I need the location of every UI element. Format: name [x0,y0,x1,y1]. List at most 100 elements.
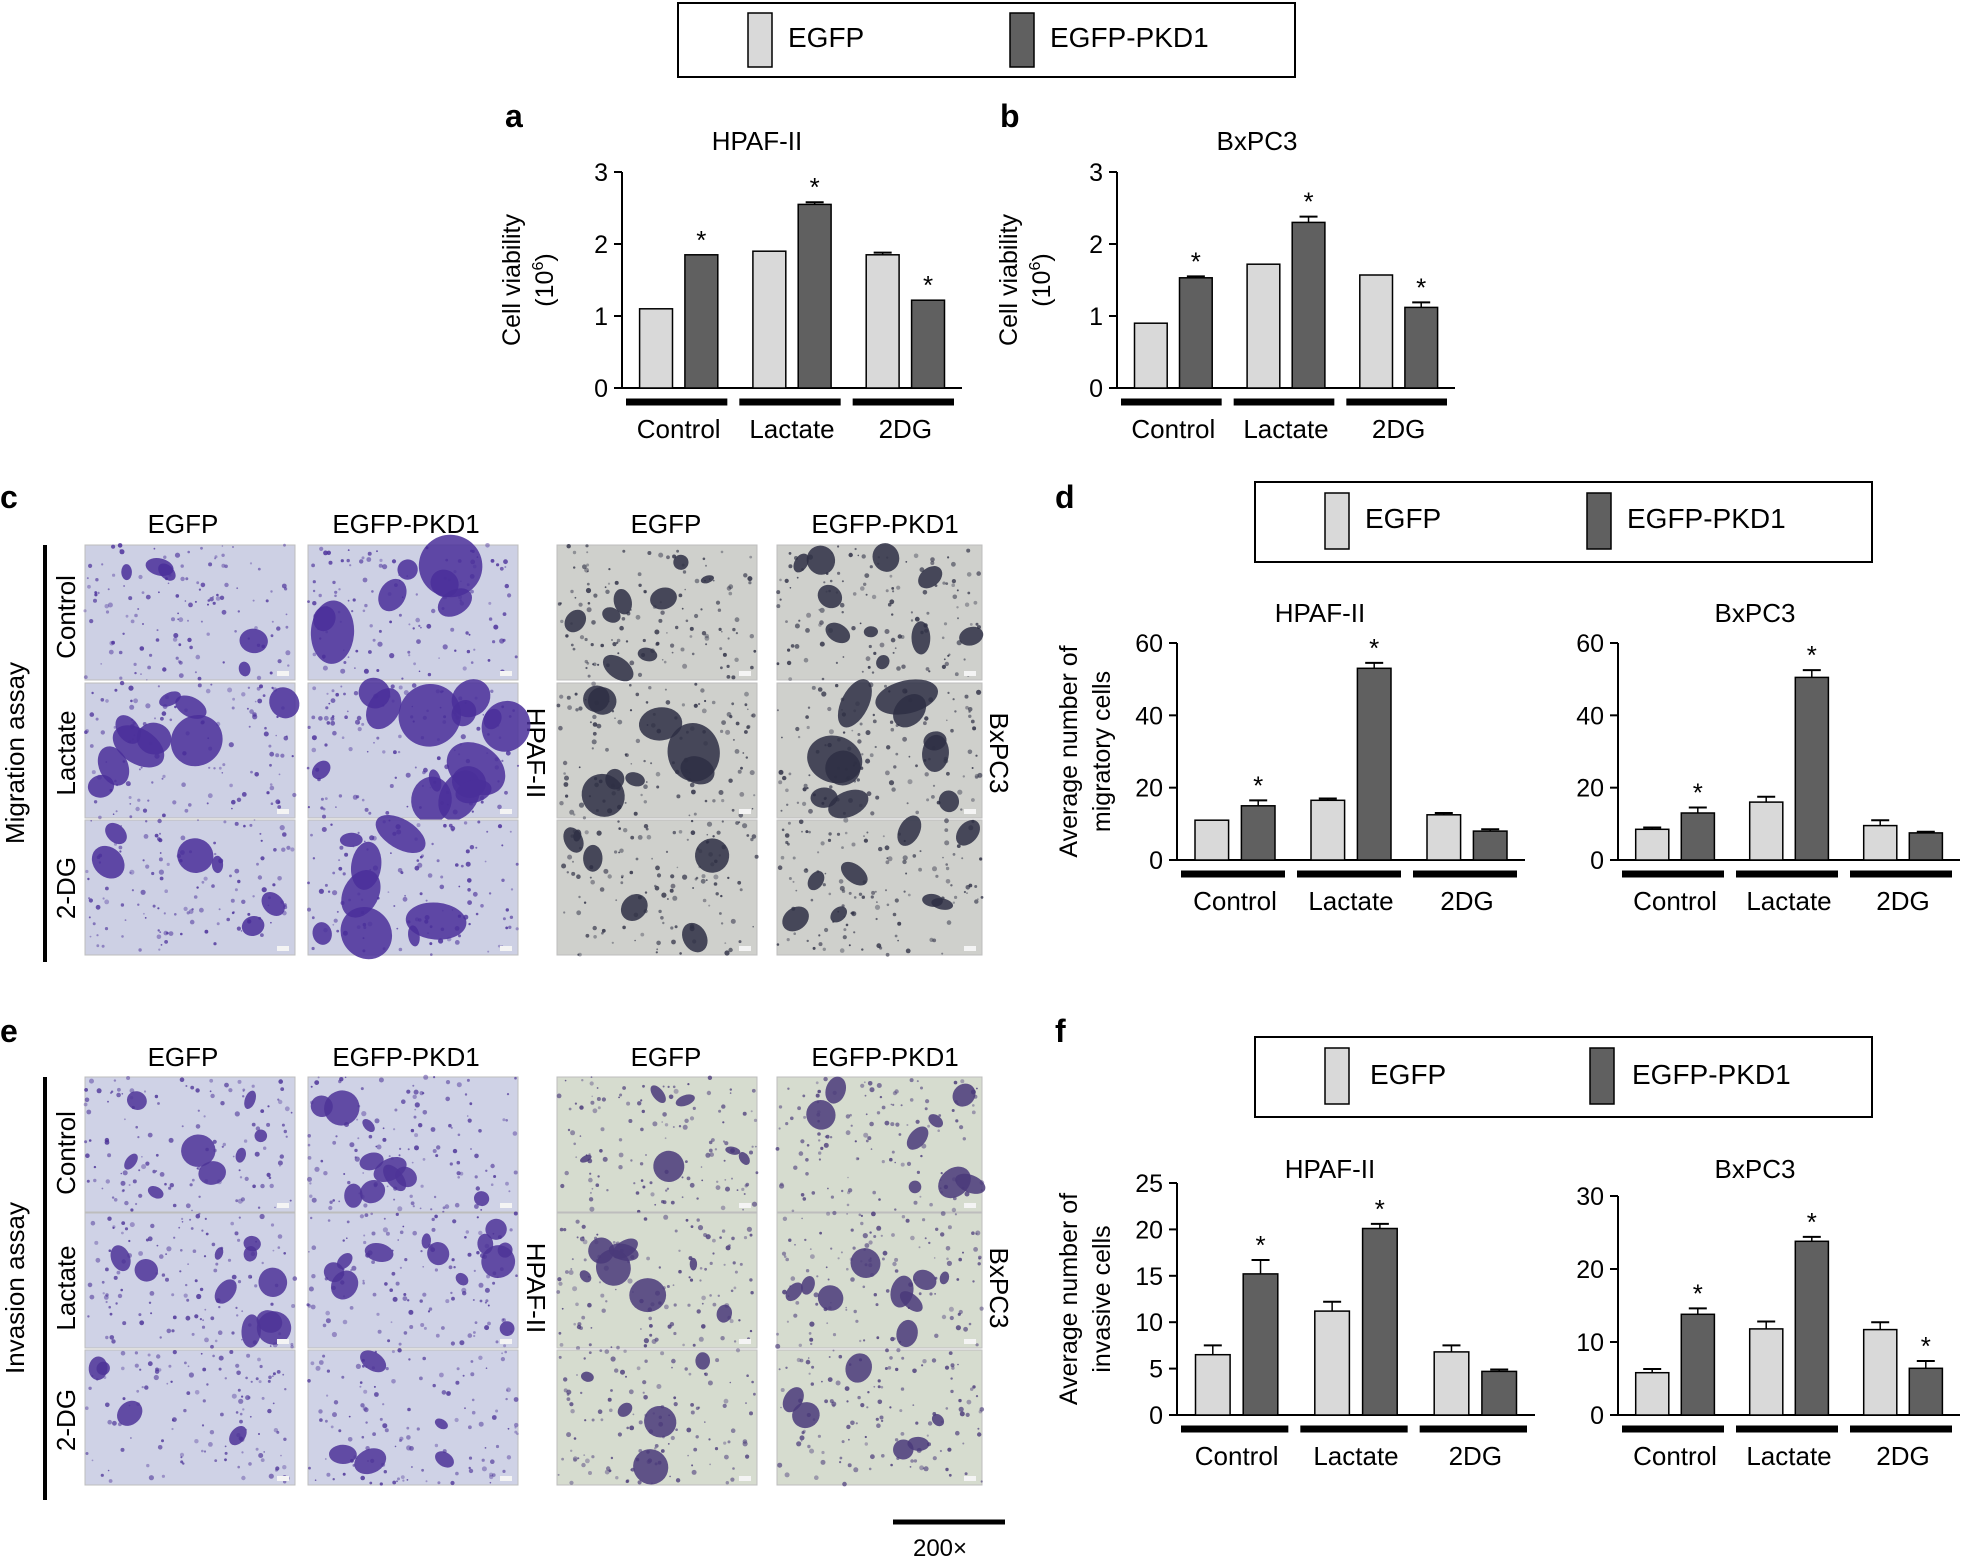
migration-tile-r1-c3-pore [732,627,736,632]
invasion-tile-r2-c3-pore [728,1244,731,1247]
invasion-tile-r3-c2-cell [354,1448,387,1475]
chart-d1-ylabel-line2: migratory cells [1088,671,1116,832]
invasion-tile-r3-c1-pore [263,1451,266,1453]
invasion-tile-r3-c1-pore [88,1386,92,1391]
migration-tile-r3-c1-pore [234,868,240,874]
migration-tile-r3-c1-pore [158,857,163,862]
invasion-tile-r2-c4-pore [955,1325,962,1331]
migration-tile-r2-c4-pore [806,786,809,790]
invasion-tile-r1-c4-pore [955,1119,959,1123]
invasion-tile-r2-c2-pore [441,1326,445,1330]
chart-f1-ytick-label: 15 [1135,1263,1163,1291]
migration-tile-r2-c2-pore [324,797,328,800]
invasion-tile-r1-c4-pore [876,1083,882,1088]
invasion-tile-r3-c1-pore [180,1456,183,1459]
invasion-tile-r3-c4-pore [876,1423,881,1428]
invasion-tile-r1-c3-pore [667,1085,670,1088]
migration-tile-r1-c1-pore [86,577,89,580]
migration-tile-r1-c4-pore [894,647,897,650]
migration-tile-r3-c1-pore [104,927,109,931]
invasion-tile-r2-c4-pore [869,1231,872,1234]
invasion-tile-r1-c4-pore [798,1151,804,1156]
invasion-tile-r1-c3-pore [618,1165,623,1170]
invasion-tile-r3-c2-pore [406,1445,412,1451]
migration-tile-r1-c4-cell [876,654,890,670]
invasion-tile-r3-c1-pore [218,1367,222,1371]
invasion-tile-r2-c1-pore [185,1283,188,1287]
invasion-tile-r2-c2-pore [434,1214,438,1219]
migration-tile-r1-c1-pore [177,612,180,615]
migration-tile-r1-c2-pore [347,599,350,602]
migration-tile-r2-c4-pore [931,795,935,799]
invasion-tile-r1-c3-pore [681,1176,684,1179]
invasion-tile-r3-c1-pore [237,1465,240,1469]
invasion-tile-r1-c2-pore [307,1143,311,1147]
invasion-tile-r3-c1-pore [171,1427,174,1431]
migration-tile-r2-c4-pore [802,787,807,792]
invasion-tile-r1-c2-pore [323,1171,328,1176]
migration-tile-r2-c2-pore [501,759,504,763]
invasion-tile-r3-c3-pore [558,1355,562,1359]
migration-tile-r3-c4-pore [974,885,978,888]
invasion-tile-r1-c3-cell [650,1085,666,1104]
invasion-tile-r2-c2-pore [306,1303,310,1307]
migration-tile-r1-c1-pore [184,600,187,602]
invasion-tile-r3-c4-pore [814,1475,819,1480]
migration-tile-r2-c1-pore [249,709,254,714]
migration-tile-r1-c3-pore [726,664,730,669]
legend-f-label-egfp: EGFP [1370,1059,1446,1090]
invasion-tile-r1-c4-pore [829,1136,833,1139]
invasion-tile-r1-c3-pore [606,1189,609,1192]
invasion-tile-r1-c1-pore [279,1154,284,1159]
migration-tile-r3-c3-pore [578,952,582,957]
invasion-tile-r3-c1-pore [134,1351,138,1355]
migration-tile-r3-c4-pore [808,830,811,834]
invasion-tile-r2-c1-pore [186,1298,190,1302]
invasion-tile-r2-c3-pore [615,1288,617,1291]
migration-tile-r2-c1-pore [162,813,166,818]
migration-tile-r3-c2-pore [402,896,408,902]
invasion-tile-r3-c1-pore [282,1465,287,1470]
invasion-tile-r3-c4-pore [805,1359,811,1365]
invasion-tile-r2-c1-pore [166,1246,172,1252]
migration-tile-r1-c2-pore [487,659,491,662]
migration-tile-r2-c2-pore [436,756,441,761]
invasion-tile-r3-c2-pore [507,1427,510,1430]
invasion-tile-r3-c1-pore [202,1399,206,1403]
invasion-tile-r1-c2-pore [311,1197,317,1203]
invasion-tile-r1-c2-pore [356,1118,359,1121]
invasion-tile-r1-c1-pore [285,1135,288,1138]
invasion-tile-r3-c3-pore [604,1349,610,1354]
invasion-tile-r1-c4-pore [820,1146,824,1150]
migration-tile-r1-c4-pore [854,547,857,551]
migration-tile-r3-c3-pore [672,830,676,835]
migration-tile-r2-c3-pore [650,762,653,765]
migration-tile-r1-c2-pore [364,603,368,608]
invasion-tile-r2-c4-pore [881,1257,885,1261]
migration-tile-r3-c4-pore [820,841,825,846]
migration-tile-r2-c3-pore [635,738,641,744]
migration-tile-r1-c2-pore [415,593,418,596]
invasion-tile-r3-c2-pore [454,1417,459,1423]
chart-f2-ytick-label: 0 [1590,1402,1604,1430]
invasion-tile-r1-c1-pore [141,1156,143,1158]
migration-tile-r1-c3-pore [604,586,607,589]
invasion-tile-r3-c3-pore [588,1471,592,1475]
migration-tile-r1-c2-pore [354,667,356,669]
invasion-tile-r1-c4-pore [895,1122,900,1127]
invasion-tile-r3-c1-pore [258,1433,260,1435]
migration-tile-r3-c1-pore [89,935,92,938]
invasion-tile-r1-c1-pore [240,1197,245,1202]
migration-tile-r2-c3-pore [694,682,698,686]
migration-tile-r3-c2-pore [357,831,360,835]
migration-tile-r1-c3-pore [560,619,564,624]
invasion-tile-r3-c3-pore [570,1409,575,1414]
migration-tile-r3-c1-pore [279,825,285,831]
invasion-tile-r2-c4-pore [786,1320,790,1323]
migration-tile-r2-c3-pore [739,792,745,797]
migration-tile-r1-c2-pore [351,610,354,613]
invasion-tile-r2-c3-pore [709,1261,713,1265]
migration-tile-r3-c1-pore [88,916,91,919]
migration-tile-r3-c1-cell [91,845,125,879]
